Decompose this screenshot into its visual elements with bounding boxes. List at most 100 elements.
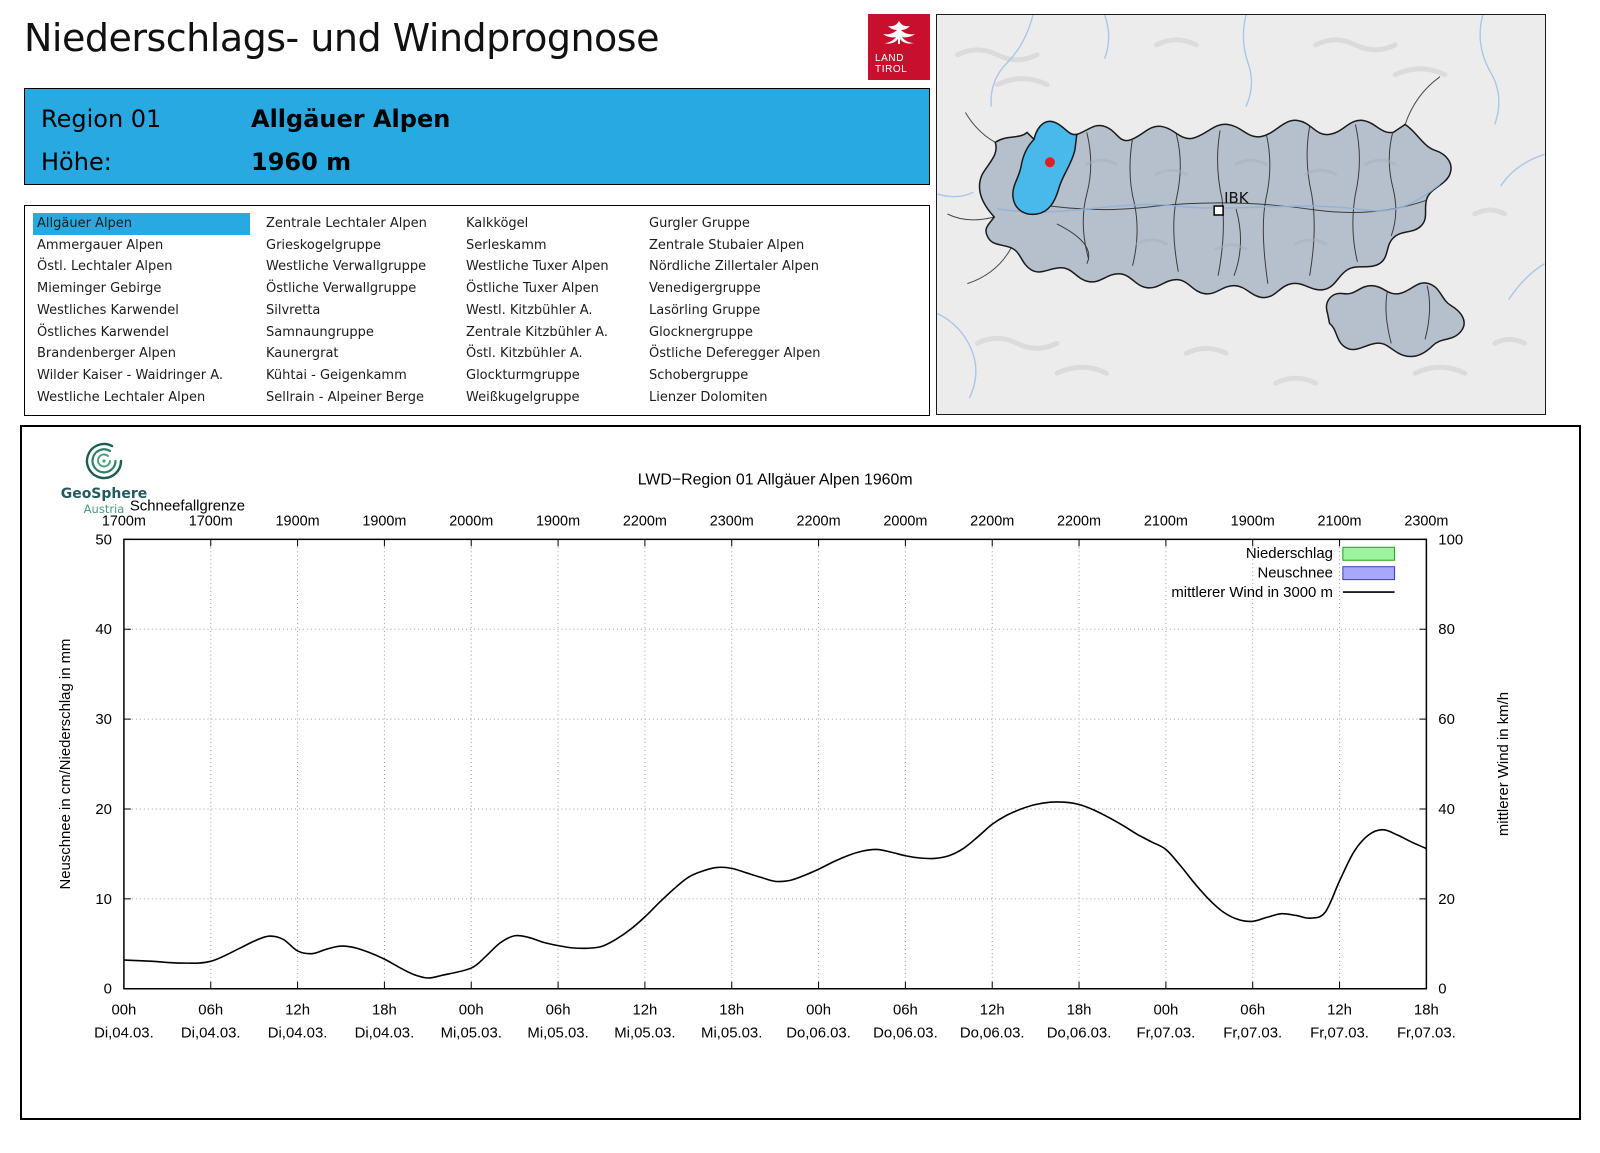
chart-title: LWD−Region 01 Allgäuer Alpen 1960m <box>638 472 913 489</box>
altitude-value: 1960 m <box>251 147 352 176</box>
x-tick-hour: 06h <box>198 1003 223 1019</box>
land-tirol-wordmark: LAND TIROL <box>875 53 908 75</box>
x-tick-hour: 06h <box>546 1003 571 1019</box>
x-tick-hour: 18h <box>719 1003 744 1019</box>
snowline-value: 1900m <box>276 513 320 529</box>
legend-label: mittlerer Wind in 3000 m <box>1171 585 1333 601</box>
wind-line <box>123 801 1427 979</box>
x-tick-hour: 00h <box>111 1003 136 1019</box>
region-list-item[interactable]: Östliche Tuxer Alpen <box>466 281 599 297</box>
region-list-item[interactable]: Kalkkögel <box>466 216 529 231</box>
y-tick-left: 50 <box>95 532 112 548</box>
snowline-value: 2200m <box>797 513 841 529</box>
region-list-item[interactable]: Östl. Lechtaler Alpen <box>37 259 173 275</box>
region-list-item[interactable]: Mieminger Gebirge <box>37 281 162 297</box>
region-list-item[interactable]: Glockturmgruppe <box>466 367 580 383</box>
region-list-item[interactable]: Allgäuer Alpen <box>33 213 250 235</box>
y-tick-right: 60 <box>1438 712 1455 728</box>
x-tick-hour: 18h <box>1414 1003 1439 1019</box>
region-list-item[interactable]: Weißkugelgruppe <box>466 389 580 405</box>
region-list-item[interactable]: Schobergruppe <box>649 367 749 383</box>
region-column: Zentrale Lechtaler Alpen Grieskogelgruppe… <box>262 213 462 408</box>
snowline-value: 2300m <box>1404 513 1448 529</box>
region-list-item[interactable]: Zentrale Lechtaler Alpen <box>266 216 427 231</box>
region-list-item[interactable]: Venedigergruppe <box>649 281 761 297</box>
altitude-label: Höhe: <box>41 147 112 176</box>
region-label: Region 01 <box>41 104 162 133</box>
map-region-selected[interactable] <box>1012 120 1078 216</box>
y-tick-left: 0 <box>104 982 112 998</box>
y-tick-right: 40 <box>1438 802 1455 818</box>
geosphere-sub: Austria <box>83 502 125 516</box>
x-tick-hour: 00h <box>1153 1003 1178 1019</box>
region-list-item[interactable]: Lienzer Dolomiten <box>649 389 768 405</box>
region-list: Allgäuer Alpen Ammergauer Alpen Östl. Lech… <box>24 205 930 416</box>
region-list-item[interactable]: Nördliche Zillertaler Alpen <box>649 259 820 275</box>
x-tick-hour: 06h <box>893 1003 918 1019</box>
x-tick-date: Fr,07.03. <box>1310 1025 1369 1041</box>
tirol-map[interactable]: IBK <box>936 14 1546 415</box>
rivers <box>937 15 1545 399</box>
region-column: Kalkkögel Serleskamm Westliche Tuxer Alpen… <box>462 213 645 408</box>
legend-swatch <box>1342 566 1396 581</box>
x-tick-date: Mi,05.03. <box>701 1025 762 1041</box>
y-tick-left: 30 <box>95 712 112 728</box>
region-list-item[interactable]: Wilder Kaiser - Waidringer A. <box>37 367 224 383</box>
y-tick-right: 20 <box>1438 892 1455 908</box>
region-list-item[interactable]: Östliche Deferegger Alpen <box>649 346 821 362</box>
region-list-item[interactable]: Westliche Verwallgruppe <box>266 259 427 275</box>
national-borders <box>947 76 1441 285</box>
region-list-item[interactable]: Lasörling Gruppe <box>649 302 761 318</box>
region-list-item[interactable]: Westl. Kitzbühler A. <box>466 302 593 318</box>
x-tick-date: Mi,05.03. <box>614 1025 675 1041</box>
region-borders <box>1036 124 1428 284</box>
region-list-item[interactable]: Westliches Karwendel <box>37 302 179 318</box>
x-tick-hour: 12h <box>632 1003 657 1019</box>
region-list-item[interactable]: Östliche Verwallgruppe <box>266 281 417 297</box>
region-list-item[interactable]: Zentrale Stubaier Alpen <box>649 237 805 253</box>
snowline-value: 1900m <box>362 513 406 529</box>
region-list-item[interactable]: Zentrale Kitzbühler A. <box>466 324 608 340</box>
forecast-chart: 00h Di,04.03. 1700m 06h Di,04.03. 1700m 12h Di,… <box>58 472 1512 1042</box>
x-tick-date: Fr,07.03. <box>1136 1025 1195 1041</box>
geosphere-name: GeoSphere <box>60 486 148 502</box>
region-list-item[interactable]: Kühtai - Geigenkamm <box>266 367 407 383</box>
snowline-value: 1900m <box>1231 513 1275 529</box>
region-list-item[interactable]: Glocknergruppe <box>649 324 754 340</box>
y-tick-left: 10 <box>95 892 112 908</box>
region-list-item[interactable]: Grieskogelgruppe <box>266 237 382 253</box>
x-tick-date: Do,06.03. <box>786 1025 851 1041</box>
snowline-label: Schneefallgrenze <box>130 499 245 515</box>
x-tick-date: Di,04.03. <box>355 1025 415 1041</box>
region-list-item[interactable]: Sellrain - Alpeiner Berge <box>266 389 424 405</box>
x-tick-date: Mi,05.03. <box>441 1025 502 1041</box>
snowline-value: 2300m <box>710 513 754 529</box>
region-list-item[interactable]: Östl. Kitzbühler A. <box>466 346 583 362</box>
region-list-item[interactable]: Westliche Tuxer Alpen <box>466 259 609 275</box>
relief-inner <box>1085 158 1397 251</box>
region-list-item[interactable]: Westliche Lechtaler Alpen <box>37 389 206 405</box>
x-tick-date: Do,06.03. <box>1047 1025 1112 1041</box>
snowline-value: 2200m <box>1057 513 1101 529</box>
region-list-item[interactable]: Silvretta <box>266 302 321 318</box>
region-list-item[interactable]: Kaunergrat <box>266 346 339 362</box>
chart-panel: GeoSphere Austria 00h Di,04.03. 1700m 06h Di… <box>20 425 1581 1120</box>
east-tirol-borders <box>1385 285 1431 344</box>
station-marker <box>1044 157 1055 168</box>
tirol-eagle-icon <box>883 21 915 44</box>
region-list-item[interactable]: Östliches Karwendel <box>37 324 169 340</box>
ibk-marker <box>1213 205 1224 216</box>
region-list-item[interactable]: Brandenberger Alpen <box>37 346 177 362</box>
land-tirol-logo: LAND TIROL <box>868 14 930 80</box>
region-list-item[interactable]: Gurgler Gruppe <box>649 216 750 231</box>
region-list-item[interactable]: Ammergauer Alpen <box>37 237 164 253</box>
terrain-relief <box>954 37 1528 386</box>
region-list-item[interactable]: Samnaungruppe <box>266 324 374 340</box>
y-tick-right: 0 <box>1438 982 1446 998</box>
region-list-item[interactable]: Serleskamm <box>466 237 547 253</box>
plot-border <box>123 538 1428 990</box>
snowline-value: 1700m <box>189 513 233 529</box>
snowline-value: 1900m <box>536 513 580 529</box>
geosphere-swirl-icon <box>85 442 123 480</box>
x-tick-hour: 12h <box>980 1003 1005 1019</box>
